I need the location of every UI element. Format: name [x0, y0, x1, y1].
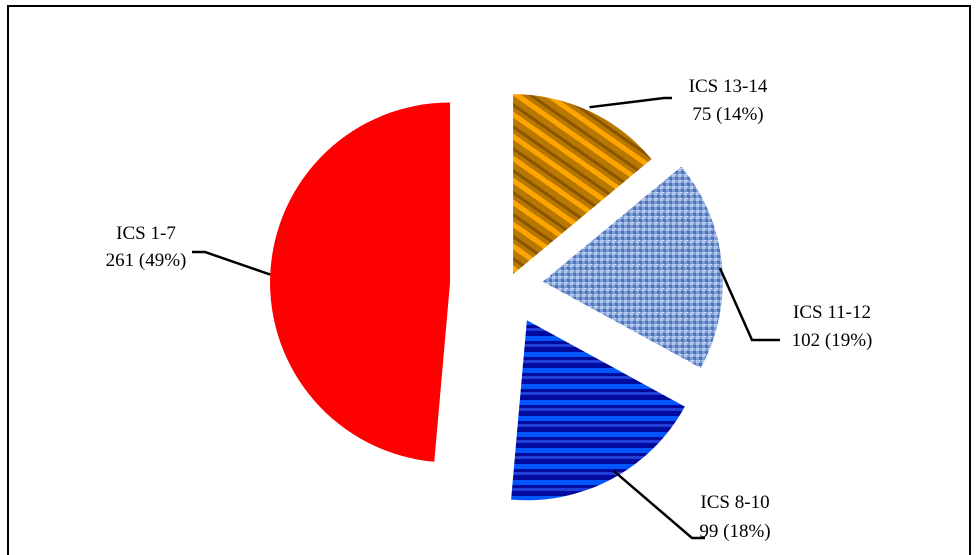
slice-label-ics-11-12-name: ICS 11-12: [793, 302, 871, 323]
chart-frame: [7, 5, 971, 555]
slice-label-ics-8-10-name: ICS 8-10: [700, 492, 769, 513]
slice-label-ics-11-12-value: 102 (19%): [792, 330, 873, 351]
pie-slices: [270, 94, 723, 501]
pie-slice-ics-1-7: [270, 102, 451, 462]
slice-labels: ICS 13-14 75 (14%) ICS 11-12 102 (19%) I…: [106, 76, 873, 542]
slice-label-ics-1-7-value: 261 (49%): [106, 250, 187, 271]
slice-label-ics-1-7-name: ICS 1-7: [116, 223, 176, 244]
leader-line-ics-11-12: [718, 267, 780, 342]
slice-label-ics-8-10-value: 99 (18%): [699, 521, 770, 542]
leader-line-ics-13-14: [589, 96, 672, 109]
leader-lines: [192, 96, 780, 540]
slice-label-ics-13-14-name: ICS 13-14: [689, 76, 768, 97]
leader-line-ics-8-10: [613, 470, 705, 540]
pie-slice-ics-11-12: [542, 166, 723, 368]
slice-label-ics-13-14-value: 75 (14%): [692, 104, 763, 125]
pie-slice-ics-13-14: [513, 94, 652, 275]
pie-slice-ics-8-10: [511, 320, 685, 501]
leader-line-ics-1-7: [192, 250, 271, 276]
